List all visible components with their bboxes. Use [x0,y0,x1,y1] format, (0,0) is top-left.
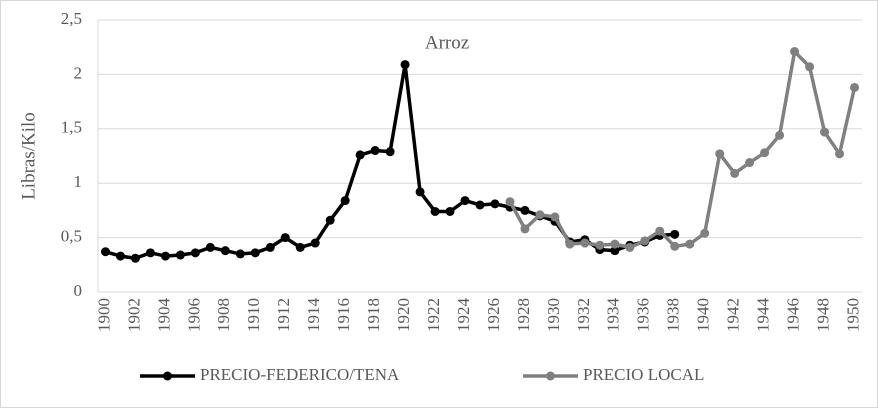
x-tick-label: 1916 [334,298,353,332]
data-point [280,233,290,243]
x-tick-label: 1936 [634,298,653,332]
x-tick-label: 1908 [214,298,233,332]
data-point [670,229,680,239]
data-point [595,240,605,250]
data-point [235,249,245,259]
data-point [340,196,350,206]
x-tick-label: 1924 [454,298,473,333]
data-point [295,242,305,252]
x-tick-label: 1902 [124,298,143,332]
y-tick-label: 1,5 [61,118,82,137]
data-point [310,238,320,248]
x-tick-label: 1922 [424,298,443,332]
x-tick-label: 1906 [184,298,203,332]
y-tick-label: 2 [74,63,83,82]
x-tick-label: 1938 [664,298,683,332]
x-tick-label: 1942 [724,298,743,332]
data-point [325,215,335,225]
x-tick-label: 1928 [514,298,533,332]
data-point [145,248,155,258]
x-tick-label: 1940 [694,298,713,332]
data-point [670,241,680,251]
data-point [220,246,230,256]
x-tick-label: 1948 [813,298,832,332]
x-tick-label: 1934 [604,298,623,333]
data-point [850,82,860,92]
data-point [190,248,200,258]
data-point [550,212,560,222]
data-point [610,239,620,249]
y-tick-label: 1 [74,172,83,191]
data-point [160,251,170,261]
data-point [205,242,215,252]
x-tick-label: 1910 [244,298,263,332]
data-point [130,253,140,263]
data-point [445,206,455,216]
x-tick-label: 1920 [394,298,413,332]
data-point [265,242,275,252]
x-tick-label: 1944 [754,298,773,333]
data-point [520,205,530,215]
data-point [715,149,725,159]
data-point [400,60,410,70]
x-tick-label: 1932 [574,298,593,332]
y-tick-label: 0,5 [61,227,82,246]
data-point [745,158,755,168]
x-tick-label: 1912 [274,298,293,332]
y-axis-label: Libras/Kilo [18,112,39,200]
data-point [115,251,125,261]
data-point [775,130,785,140]
x-tick-label: 1900 [94,298,113,332]
data-point [565,239,575,249]
x-tick-label: 1946 [783,298,802,332]
data-point [610,246,620,256]
data-point [520,224,530,234]
data-point [490,199,500,209]
data-point [685,239,695,249]
legend-label: PRECIO-FEDERICO/TENA [200,365,400,384]
data-point [535,210,545,220]
x-tick-label: 1918 [364,298,383,332]
data-point [430,206,440,216]
data-point [640,236,650,246]
data-point [580,238,590,248]
data-point [415,187,425,197]
legend-marker [546,371,555,381]
data-point [370,146,380,156]
data-point [100,247,110,257]
y-tick-label: 0 [74,281,83,300]
data-point [805,62,815,72]
x-tick-label: 1904 [154,298,173,333]
legend-marker [163,371,172,381]
data-point [820,127,830,137]
data-point [625,242,635,252]
data-point [475,200,485,210]
data-point [655,226,665,236]
data-point [790,47,800,57]
x-tick-label: 1950 [843,298,862,332]
data-point [460,196,470,206]
x-tick-label: 1926 [484,298,503,332]
legend-label: PRECIO LOCAL [583,365,704,384]
data-point [835,149,845,159]
data-point [385,147,395,157]
data-point [355,150,365,160]
chart-title: Arroz [425,32,469,53]
x-tick-label: 1930 [544,298,563,332]
x-tick-label: 1914 [304,298,323,333]
data-point [505,197,515,207]
y-tick-label: 2,5 [61,9,82,28]
data-point [700,228,710,238]
data-point [760,148,770,158]
data-point [730,168,740,178]
data-point [250,248,260,258]
data-point [175,250,185,260]
